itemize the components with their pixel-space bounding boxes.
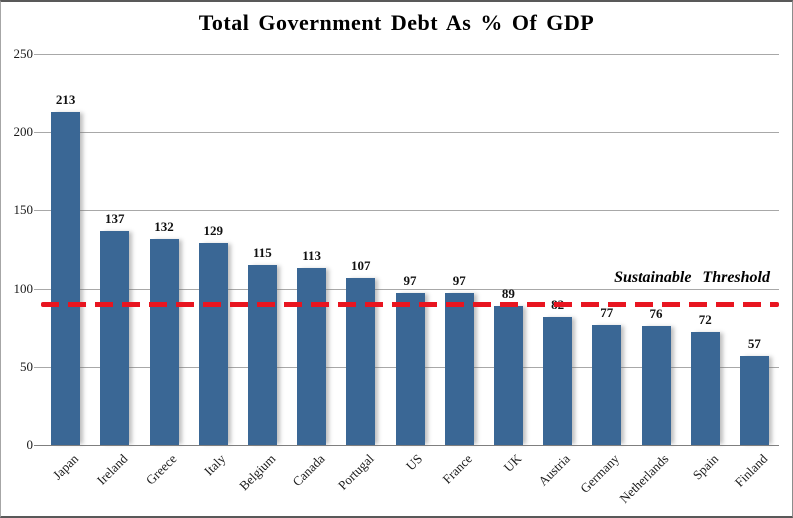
bar-value-label: 137 <box>105 210 125 226</box>
bar-value-label: 113 <box>302 248 321 264</box>
y-axis-tick-label: 250 <box>13 46 34 61</box>
x-axis-line <box>34 445 779 446</box>
x-axis-category-label: France <box>439 451 475 487</box>
x-axis-category-label: Belgium <box>235 451 279 494</box>
gridline <box>34 132 779 134</box>
bar-greece <box>149 238 179 445</box>
threshold-annotation: Sustainable Threshold <box>614 269 770 286</box>
x-axis-category-label: Italy <box>201 451 229 479</box>
bar-ireland <box>100 230 130 445</box>
bar-value-label: 72 <box>698 312 712 328</box>
bar-value-label: 107 <box>351 257 371 273</box>
bar-value-label: 76 <box>649 306 663 322</box>
bar-germany <box>592 324 622 445</box>
x-axis-category-label: Canada <box>289 451 328 490</box>
y-axis-tick-label: 200 <box>13 124 34 140</box>
bar-us <box>395 293 425 445</box>
bar-italy <box>198 243 228 445</box>
bar-netherlands <box>641 326 671 445</box>
x-axis-category-label: Ireland <box>93 451 131 488</box>
bar-canada <box>297 268 327 445</box>
bar-finland <box>739 355 769 445</box>
bar-uk <box>493 305 523 445</box>
x-axis-category-label: Germany <box>577 451 623 496</box>
bar-value-label: 97 <box>452 273 466 289</box>
bar-value-label: 132 <box>154 218 174 234</box>
bar-value-label: 57 <box>747 335 761 351</box>
y-axis-tick-label: 100 <box>13 280 34 296</box>
bar-value-label: 89 <box>501 285 515 301</box>
gridline <box>34 210 779 212</box>
x-axis-category-label: Netherlands <box>616 451 672 507</box>
bar-austria <box>543 316 573 445</box>
bar-value-label: 97 <box>403 273 417 289</box>
bar-value-label: 77 <box>600 304 614 320</box>
x-axis-category-label: Portugal <box>334 451 377 493</box>
chart-title: Total Government Debt As % Of GDP <box>198 10 595 35</box>
bar-japan <box>51 111 81 445</box>
x-axis-category-label: Austria <box>535 451 574 489</box>
x-axis-category-label: Spain <box>689 451 721 483</box>
gridline <box>34 54 779 55</box>
x-axis-category-label: Greece <box>142 451 180 488</box>
x-axis-category-label: UK <box>500 451 525 475</box>
y-axis-tick-label: 50 <box>20 358 33 374</box>
bar-value-label: 129 <box>203 223 223 239</box>
x-axis-category-label: Japan <box>49 451 82 483</box>
y-axis-tick-label: 0 <box>26 437 34 452</box>
threshold-line <box>41 302 779 308</box>
bar-belgium <box>247 265 277 445</box>
bar-value-label: 115 <box>252 245 272 261</box>
x-axis-category-label: US <box>403 451 426 474</box>
gridline <box>34 288 779 290</box>
bar-france <box>444 293 474 445</box>
y-axis-tick-label: 150 <box>13 202 34 218</box>
bar-spain <box>690 332 720 445</box>
bar-value-label: 213 <box>55 91 76 107</box>
x-axis-category-label: Finland <box>731 451 771 490</box>
